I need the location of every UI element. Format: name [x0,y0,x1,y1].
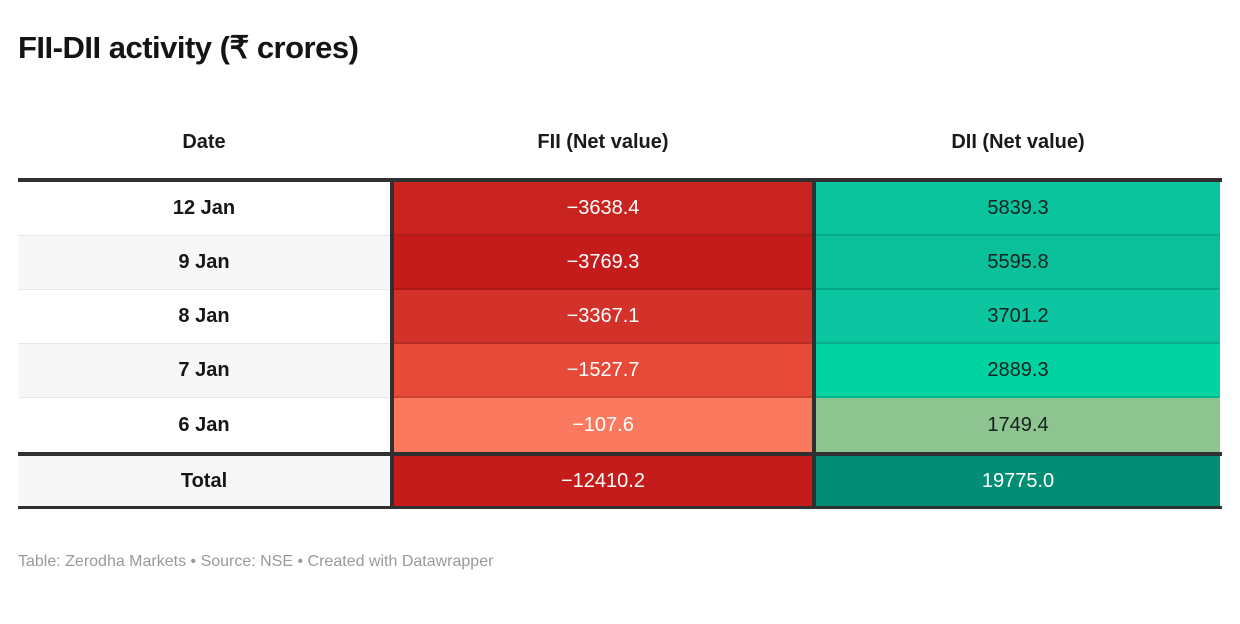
fii-value-cell: −3367.1 [394,290,812,344]
table-row: 6 Jan −107.6 1749.4 [18,398,1222,452]
date-cell: 12 Jan [18,182,390,236]
column-divider [390,456,394,506]
dii-value-cell: 2889.3 [816,344,1220,398]
attribution-footer: Table: Zerodha Markets • Source: NSE • C… [18,553,494,570]
dii-value-cell: 5595.8 [816,236,1220,290]
column-header-fii: FII (Net value) [537,131,669,153]
table-row: 7 Jan −1527.7 2889.3 [18,344,1222,398]
dii-value-cell: 3701.2 [816,290,1220,344]
fii-value-cell: −107.6 [394,398,812,452]
column-divider [390,236,394,290]
total-label-cell: Total [18,456,390,506]
column-divider [390,398,394,452]
column-divider [390,344,394,398]
column-divider [390,290,394,344]
page-title: FII-DII activity (₹ crores) [18,30,359,65]
column-divider [812,290,816,344]
column-header-dii: DII (Net value) [951,131,1085,153]
dii-value-cell: 5839.3 [816,182,1220,236]
fii-dii-table: 12 Jan −3638.4 5839.3 9 Jan −3769.3 5595… [18,178,1222,509]
table-total-row: Total −12410.2 19775.0 [18,456,1222,506]
total-separator [18,452,1222,456]
column-divider [812,344,816,398]
fii-value-cell: −1527.7 [394,344,812,398]
dii-total-cell: 19775.0 [816,456,1220,506]
dii-value-cell: 1749.4 [816,398,1220,452]
table-row: 12 Jan −3638.4 5839.3 [18,182,1222,236]
column-divider [812,398,816,452]
date-cell: 7 Jan [18,344,390,398]
fii-value-cell: −3638.4 [394,182,812,236]
fii-total-cell: −12410.2 [394,456,812,506]
table-row: 8 Jan −3367.1 3701.2 [18,290,1222,344]
column-divider [812,456,816,506]
date-cell: 8 Jan [18,290,390,344]
fii-value-cell: −3769.3 [394,236,812,290]
date-cell: 6 Jan [18,398,390,452]
table-row: 9 Jan −3769.3 5595.8 [18,236,1222,290]
column-divider [812,182,816,236]
table-header: Date FII (Net value) DII (Net value) [18,130,1222,178]
date-cell: 9 Jan [18,236,390,290]
column-header-date: Date [182,131,226,153]
column-divider [812,236,816,290]
column-divider [390,182,394,236]
